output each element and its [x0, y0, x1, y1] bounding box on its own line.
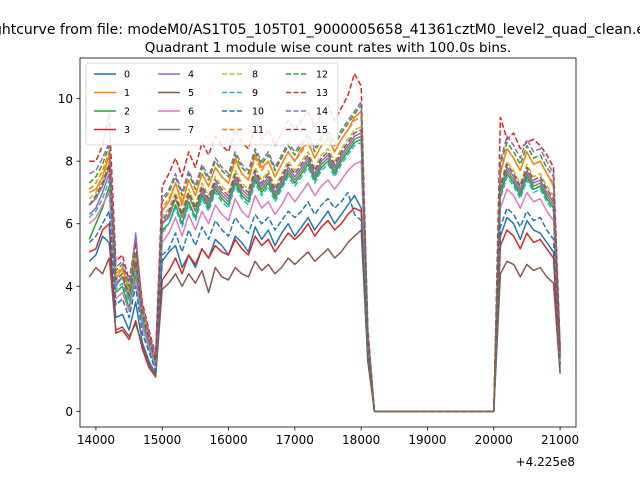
x-tick-label-18000: 18000 — [342, 433, 380, 447]
x-tick-label-20000: 20000 — [475, 433, 513, 447]
legend-label-1: 1 — [124, 88, 130, 99]
legend-label-15: 15 — [316, 125, 328, 136]
legend-label-13: 13 — [316, 88, 328, 99]
series-line-12 — [88, 104, 561, 413]
legend-label-7: 7 — [188, 125, 194, 136]
y-tick-label-0: 0 — [65, 405, 73, 419]
y-tick-label-2: 2 — [65, 342, 73, 356]
y-tick-label-6: 6 — [65, 217, 73, 231]
legend-label-5: 5 — [188, 88, 194, 99]
legend-label-9: 9 — [252, 88, 258, 99]
legend-label-11: 11 — [252, 125, 264, 136]
plot-frame — [79, 57, 577, 428]
legend-label-0: 0 — [124, 70, 130, 81]
y-tick-label-8: 8 — [65, 155, 73, 169]
legend-label-6: 6 — [188, 107, 194, 118]
x-tick-label-16000: 16000 — [209, 433, 247, 447]
legend-frame — [85, 62, 339, 146]
legend-label-3: 3 — [124, 125, 130, 136]
legend-label-14: 14 — [316, 107, 328, 118]
chart-title: Quadrant 1 module wise count rates with … — [145, 40, 511, 56]
legend-label-12: 12 — [316, 70, 328, 81]
y-tick-label-10: 10 — [58, 92, 73, 106]
legend-label-10: 10 — [252, 107, 264, 118]
legend-label-2: 2 — [124, 107, 130, 118]
x-tick-label-21000: 21000 — [541, 433, 579, 447]
x-offset-text: +4.225e8 — [516, 455, 575, 469]
series-line-15 — [88, 129, 561, 413]
legend-label-8: 8 — [252, 70, 258, 81]
y-tick-label-4: 4 — [65, 280, 73, 294]
legend-label-4: 4 — [188, 70, 194, 81]
figure-suptitle: Lightcurve from file: modeM0/AS1T05_105T… — [0, 22, 640, 38]
x-tick-label-14000: 14000 — [77, 433, 115, 447]
x-tick-label-19000: 19000 — [408, 433, 446, 447]
axes: 14000 15000 16000 17000 18000 19000 20000 21000… — [58, 57, 579, 447]
x-tick-label-15000: 15000 — [143, 433, 181, 447]
x-tick-label-17000: 17000 — [276, 433, 314, 447]
